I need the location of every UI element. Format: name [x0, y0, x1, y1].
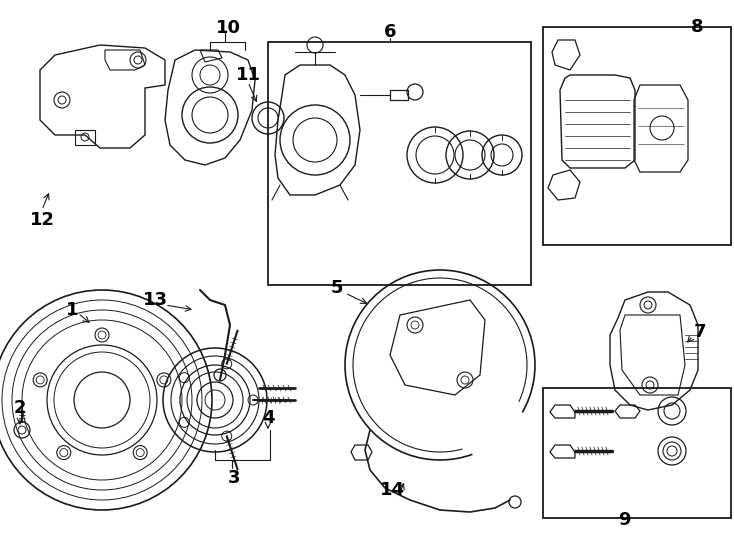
Text: 7: 7 — [694, 323, 706, 341]
Text: 2: 2 — [14, 399, 26, 417]
Text: 5: 5 — [331, 279, 344, 297]
Text: 9: 9 — [618, 511, 631, 529]
Text: 10: 10 — [216, 19, 241, 37]
Bar — [543, 27, 731, 245]
Text: 6: 6 — [384, 23, 396, 41]
Text: 8: 8 — [691, 18, 703, 36]
Text: 3: 3 — [228, 469, 240, 487]
Bar — [268, 42, 531, 285]
Bar — [543, 388, 731, 518]
Text: 13: 13 — [142, 291, 167, 309]
Text: 1: 1 — [66, 301, 79, 319]
Text: 12: 12 — [29, 211, 54, 229]
Text: 4: 4 — [262, 409, 275, 427]
Text: 11: 11 — [236, 66, 261, 84]
Text: 14: 14 — [379, 481, 404, 499]
